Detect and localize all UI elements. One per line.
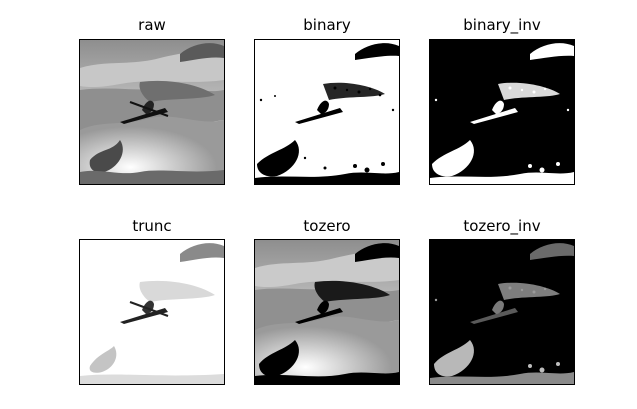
panel-title-tozero: tozero [303, 217, 351, 235]
image-panel-trunc [79, 239, 225, 385]
panel-title-raw: raw [138, 16, 166, 34]
trunc-image [80, 240, 224, 384]
image-panel-raw [79, 39, 225, 185]
tozero-image [255, 240, 399, 384]
tozero-inv-image [430, 240, 574, 384]
panel-title-trunc: trunc [132, 217, 172, 235]
image-panel-binary-inv [429, 39, 575, 185]
image-panel-tozero-inv [429, 239, 575, 385]
panel-title-binary-inv: binary_inv [463, 16, 541, 34]
image-panel-binary [254, 39, 400, 185]
binary-inv-image [430, 40, 574, 184]
binary-image [255, 40, 399, 184]
panel-title-tozero-inv: tozero_inv [463, 217, 541, 235]
raw-image [80, 40, 224, 184]
image-panel-tozero [254, 239, 400, 385]
panel-title-binary: binary [303, 16, 351, 34]
